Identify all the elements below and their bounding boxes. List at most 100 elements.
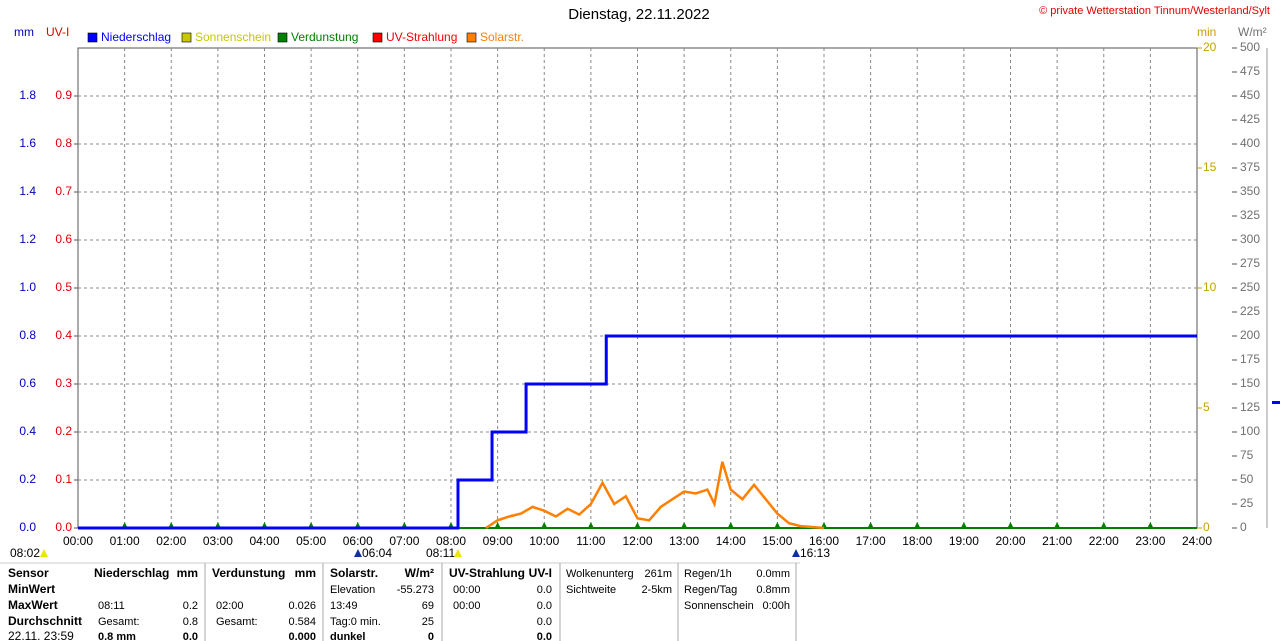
table-cell: 2-5km [641, 584, 672, 596]
series-marker [1054, 522, 1061, 528]
table-cell: Sichtweite [566, 584, 616, 596]
table-cell: -55.273 [397, 584, 434, 596]
y2-tick-label: 250 [1240, 280, 1260, 294]
y-tick-label: 0.2 [19, 472, 36, 486]
y2-tick-label: 175 [1240, 352, 1260, 366]
table-cell: Gesamt: [98, 616, 140, 628]
y2-tick-label: 325 [1240, 208, 1260, 222]
table-cell: 00:00 [453, 600, 481, 612]
uv-tick-label: 0.6 [55, 232, 72, 246]
x-tick-label: 02:00 [156, 534, 186, 548]
x-tick-label: 11:00 [576, 534, 605, 548]
uv-tick-label: 0.3 [55, 376, 72, 390]
uv-tick-label: 0.4 [55, 328, 72, 342]
y-tick-label: 1.6 [19, 136, 36, 150]
y-tick-label: 1.4 [19, 184, 36, 198]
y2-tick-label: 50 [1240, 472, 1254, 486]
x-tick-label: 18:00 [902, 534, 932, 548]
y2-tick-label: 425 [1240, 112, 1260, 126]
y-tick-label: 0.0 [19, 520, 36, 534]
table-cell: 0.026 [288, 600, 316, 612]
series-marker [1007, 522, 1014, 528]
y2-tick-label: 375 [1240, 160, 1260, 174]
x-tick-label: 06:00 [343, 534, 373, 548]
y2-tick-label: 450 [1240, 88, 1260, 102]
legend-swatch [181, 32, 192, 43]
uv-tick-label: 0.1 [55, 472, 72, 486]
table-cell: 0.000 [288, 631, 316, 641]
uv-tick-label: 0.5 [55, 280, 72, 294]
sun-marker-label: 08:11 [426, 546, 455, 560]
legend-swatch [277, 32, 288, 43]
table-cell: 08:11 [98, 600, 125, 612]
y2-tick-label: 350 [1240, 184, 1260, 198]
table-cell: Solarstr. [330, 566, 378, 580]
x-tick-label: 21:00 [1042, 534, 1072, 548]
table-cell: UV-I [529, 566, 552, 580]
row-label: Durchschnitt [8, 614, 82, 628]
row-label: MaxWert [8, 598, 58, 612]
series-marker [494, 522, 501, 528]
x-tick-label: 01:00 [110, 534, 140, 548]
x-tick-label: 15:00 [762, 534, 792, 548]
y2-tick-label: 300 [1240, 232, 1260, 246]
x-tick-label: 22:00 [1089, 534, 1119, 548]
series-line [485, 461, 825, 530]
table-cell: 00:00 [453, 584, 481, 596]
series-marker [634, 522, 641, 528]
table-cell: mm [177, 566, 198, 580]
y2-tick-label: 25 [1240, 496, 1254, 510]
y2-tick-label: 0 [1240, 520, 1247, 534]
uv-tick-label: 0.9 [55, 88, 72, 102]
min-tick-label: 5 [1203, 400, 1210, 414]
row-label: 22.11. 23:59 [8, 629, 74, 641]
series-marker [541, 522, 548, 528]
y2-tick-label: 200 [1240, 328, 1260, 342]
table-cell: Gesamt: [216, 616, 258, 628]
table-cell: 0.0 [537, 616, 552, 628]
sun-marker-label: 08:02 [10, 546, 40, 560]
y2-tick-label: 75 [1240, 448, 1254, 462]
legend-label: Solarstr. [480, 30, 524, 44]
table-cell: 0.8 mm [98, 631, 136, 641]
legend-swatch [372, 32, 383, 43]
x-tick-label: 07:00 [389, 534, 419, 548]
x-tick-label: 05:00 [296, 534, 326, 548]
row-label: Sensor [8, 566, 49, 580]
sun-marker-label: 06:04 [362, 546, 392, 560]
y2-tick-label: 275 [1240, 256, 1260, 270]
x-tick-label: 19:00 [949, 534, 979, 548]
sun-marker-icon [40, 549, 48, 557]
table-cell: Elevation [330, 584, 375, 596]
series-marker [681, 522, 688, 528]
y-tick-label: 1.0 [19, 280, 36, 294]
credit: © private Wetterstation Tinnum/Westerlan… [1039, 5, 1270, 17]
min-tick-label: 20 [1203, 40, 1217, 54]
uv-tick-label: 0.7 [55, 184, 72, 198]
y2-tick-label: 225 [1240, 304, 1260, 318]
sun-marker-icon [792, 549, 800, 557]
min-axis-unit: min [1197, 25, 1216, 39]
table-cell: 0.584 [288, 616, 316, 628]
table-cell: Sonnenschein [684, 600, 754, 612]
table-cell: Regen/Tag [684, 584, 737, 596]
legend-swatch [466, 32, 477, 43]
table-cell: 0.0 [537, 584, 552, 596]
table-cell: Niederschlag [94, 566, 169, 580]
x-tick-label: 09:00 [483, 534, 513, 548]
legend-label: Sonnenschein [195, 30, 271, 44]
uv-tick-label: 0.0 [55, 520, 72, 534]
min-tick-label: 10 [1203, 280, 1217, 294]
legend-label: Niederschlag [101, 30, 171, 44]
uv-axis-unit: UV-I [46, 25, 69, 39]
y-tick-label: 1.8 [19, 88, 36, 102]
series-marker [1100, 522, 1107, 528]
x-tick-label: 12:00 [622, 534, 652, 548]
uv-tick-label: 0.8 [55, 136, 72, 150]
series-marker [914, 522, 921, 528]
series-marker [821, 522, 827, 528]
chart-title: Dienstag, 22.11.2022 [568, 6, 710, 23]
table-cell: 0.0 [183, 631, 198, 641]
table-cell: 0.0 [537, 631, 552, 641]
table-cell: 69 [422, 600, 434, 612]
